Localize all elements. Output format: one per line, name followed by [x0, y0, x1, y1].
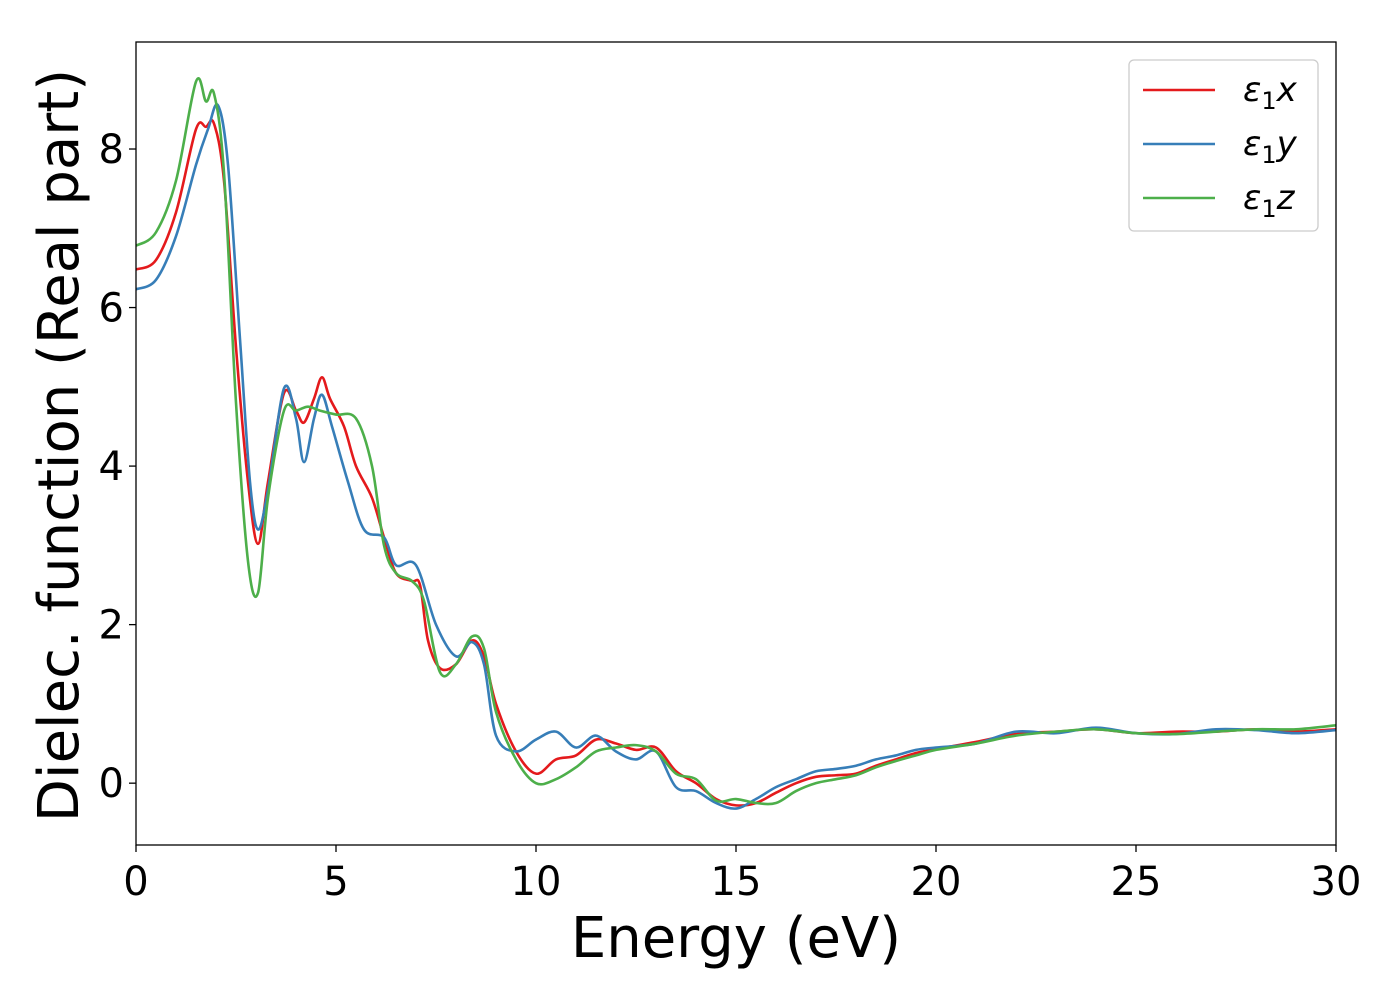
y-tick-label: 4 [99, 444, 124, 490]
series-line-y [136, 103, 1336, 810]
y-tick-label: 0 [99, 761, 124, 807]
y-axis-label: Dielec. function (Real part) [27, 69, 92, 822]
y-tick-label: 2 [99, 603, 124, 649]
x-tick-label: 15 [711, 859, 762, 905]
series-layer [136, 77, 1336, 810]
x-axis-label: Energy (eV) [571, 906, 901, 971]
x-tick-label: 25 [1111, 859, 1162, 905]
series-line-x [136, 118, 1336, 807]
x-tick-label: 10 [511, 859, 562, 905]
x-tick-label: 30 [1311, 859, 1362, 905]
legend: ε1x ε1y ε1z [1128, 59, 1319, 232]
legend-label-y: ε1y [1243, 124, 1298, 169]
y-tick-label: 6 [99, 286, 124, 332]
x-tick-label: 0 [123, 859, 148, 905]
x-tick-label: 5 [323, 859, 348, 905]
ticks-layer: 0 5 10 15 20 25 30 0 2 4 6 8 [99, 127, 1362, 905]
x-tick-label: 20 [911, 859, 962, 905]
y-tick-label: 8 [99, 127, 124, 173]
legend-label-x: ε1x [1243, 70, 1298, 115]
legend-label-z: ε1z [1243, 178, 1296, 223]
legend-box [1128, 59, 1319, 232]
series-line-z [136, 77, 1336, 806]
